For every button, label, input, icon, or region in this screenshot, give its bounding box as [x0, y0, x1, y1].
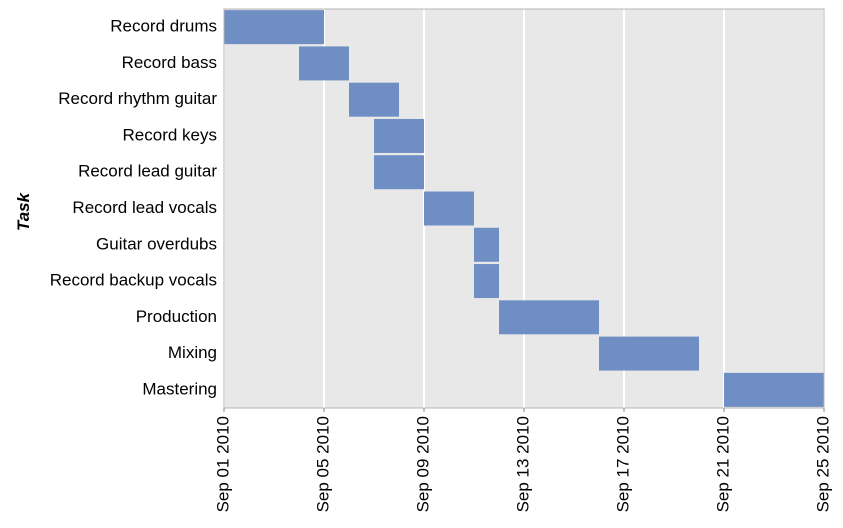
- y-tick-label: Record rhythm guitar: [58, 89, 217, 108]
- y-axis-title: Task: [14, 191, 33, 231]
- y-tick-label: Record lead vocals: [72, 198, 217, 217]
- y-tick-label: Record bass: [122, 53, 217, 72]
- x-tick-label: Sep 25 2010: [813, 416, 832, 512]
- y-tick-label: Record lead guitar: [78, 162, 217, 181]
- y-tick-label: Record keys: [123, 125, 217, 144]
- x-tick-label: Sep 13 2010: [513, 416, 532, 512]
- task-bar: [724, 372, 824, 407]
- task-bar: [374, 155, 424, 190]
- x-tick-labels: Sep 01 2010 Sep 05 2010 Sep 09 2010 Sep 13 …: [213, 408, 832, 512]
- task-bars: [224, 10, 824, 407]
- y-tick-label: Mixing: [168, 343, 217, 362]
- task-bar: [299, 46, 349, 81]
- task-bar: [349, 82, 399, 117]
- y-tick-label: Mastering: [142, 379, 217, 398]
- x-tick-label: Sep 05 2010: [313, 416, 332, 512]
- task-bar: [474, 264, 499, 299]
- y-tick-label: Production: [136, 307, 217, 326]
- x-tick-label: Sep 01 2010: [213, 416, 232, 512]
- task-bar: [374, 118, 424, 153]
- x-tick-label: Sep 21 2010: [713, 416, 732, 512]
- y-tick-label: Record drums: [110, 17, 217, 36]
- task-bar: [499, 300, 599, 335]
- task-bar: [224, 10, 324, 45]
- y-tick-label: Record backup vocals: [50, 271, 217, 290]
- task-bar: [599, 336, 699, 371]
- y-tick-labels: Record drums Record bass Record rhythm gui…: [50, 17, 218, 399]
- task-bar: [424, 191, 474, 226]
- x-tick-label: Sep 09 2010: [413, 416, 432, 512]
- x-tick-label: Sep 17 2010: [613, 416, 632, 512]
- y-tick-label: Guitar overdubs: [96, 234, 217, 253]
- task-bar: [474, 227, 499, 262]
